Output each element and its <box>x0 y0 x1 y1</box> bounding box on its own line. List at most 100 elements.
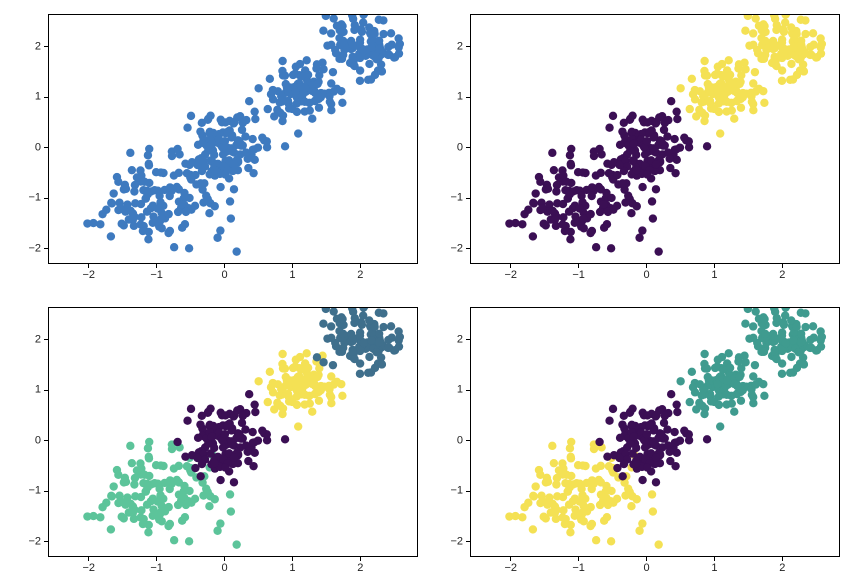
scatter-point <box>713 380 721 388</box>
scatter-point <box>748 97 756 105</box>
scatter-point <box>311 89 319 97</box>
scatter-point <box>801 309 809 317</box>
scatter-point <box>700 57 708 65</box>
scatter-point <box>793 364 801 372</box>
scatter-point <box>649 144 657 152</box>
scatter-point <box>782 302 790 310</box>
scatter-point <box>356 6 364 14</box>
xtick-label: 1 <box>289 563 295 574</box>
scatter-point <box>166 183 174 191</box>
scatter-point <box>313 353 321 361</box>
scatter-point <box>281 435 289 443</box>
panel-bottom-left: −2−1012−2−1012 <box>48 307 418 557</box>
scatter-point <box>197 179 205 187</box>
scatter-point <box>83 219 91 227</box>
scatter-point <box>173 145 181 153</box>
scatter-point <box>230 453 238 461</box>
scatter-point <box>313 60 321 68</box>
scatter-point <box>704 80 712 88</box>
scatter-point <box>227 507 235 515</box>
scatter-point <box>741 65 749 73</box>
scatter-point <box>365 60 373 68</box>
scatter-point <box>365 23 373 31</box>
scatter-point <box>618 127 626 135</box>
scatter-point <box>153 497 161 505</box>
scatter-point <box>370 323 378 331</box>
scatter-point <box>696 401 704 409</box>
scatter-point <box>696 108 704 116</box>
scatter-point <box>291 380 299 388</box>
scatter-point <box>364 369 372 377</box>
ytick-label: 1 <box>35 385 41 396</box>
scatter-point <box>529 525 537 533</box>
scatter-point <box>574 168 582 176</box>
scatter-point <box>600 516 608 524</box>
scatter-point <box>384 344 392 352</box>
scatter-point <box>109 189 117 197</box>
scatter-point <box>319 358 327 366</box>
xtick <box>88 557 89 561</box>
scatter-point <box>580 517 588 525</box>
scatter-point <box>258 133 266 141</box>
scatter-point <box>691 95 699 103</box>
ytick-label: −1 <box>450 193 463 204</box>
scatter-point <box>745 334 753 342</box>
scatter-point <box>772 62 780 70</box>
scatter-point <box>158 517 166 525</box>
scatter-point <box>667 390 675 398</box>
scatter-point <box>691 388 699 396</box>
scatter-point <box>98 503 106 511</box>
scatter-point <box>177 493 185 501</box>
scatter-point <box>232 540 240 548</box>
scatter-point <box>153 204 161 212</box>
scatter-point <box>233 406 241 414</box>
scatter-point <box>137 213 145 221</box>
xtick <box>156 264 157 268</box>
scatter-point <box>624 485 632 493</box>
scatter-point <box>676 84 684 92</box>
ytick <box>466 390 470 391</box>
scatter-point <box>595 438 603 446</box>
scatter-point <box>715 401 723 409</box>
scatter-point <box>630 140 638 148</box>
ytick-label: −2 <box>450 536 463 547</box>
scatter-point <box>159 462 167 470</box>
scatter-point <box>360 302 368 310</box>
scatter-point <box>230 160 238 168</box>
xtick-label: −2 <box>82 270 95 281</box>
scatter-point <box>367 43 375 51</box>
scatter-point <box>269 388 277 396</box>
scatter-point <box>356 38 364 46</box>
scatter-point <box>670 428 678 436</box>
scatter-point <box>554 562 562 570</box>
ytick <box>466 147 470 148</box>
scatter-point <box>281 142 289 150</box>
scatter-point <box>627 502 635 510</box>
scatter-point <box>592 243 600 251</box>
scatter-point <box>590 152 598 160</box>
scatter-point <box>580 224 588 232</box>
scatter-point <box>770 348 778 356</box>
xtick <box>782 264 783 268</box>
scatter-point <box>174 208 182 216</box>
scatter-point <box>108 199 116 207</box>
scatter-point <box>175 169 183 177</box>
xtick-label: 0 <box>643 270 649 281</box>
scatter-point <box>571 505 579 513</box>
xtick <box>292 557 293 561</box>
ytick <box>44 46 48 47</box>
scatter-point <box>616 434 624 442</box>
scatter-point <box>704 373 712 381</box>
scatter-point <box>180 482 188 490</box>
scatter-point <box>356 370 364 378</box>
scatter-point <box>128 459 136 467</box>
scatter-point <box>577 192 585 200</box>
scatter-point <box>329 14 337 22</box>
ytick-label: −1 <box>450 486 463 497</box>
xtick-label: 2 <box>779 270 785 281</box>
scatter-point <box>149 212 157 220</box>
scatter-point <box>767 2 775 10</box>
scatter-point <box>164 210 172 218</box>
scatter-point <box>114 178 122 186</box>
scatter-point <box>703 71 711 79</box>
